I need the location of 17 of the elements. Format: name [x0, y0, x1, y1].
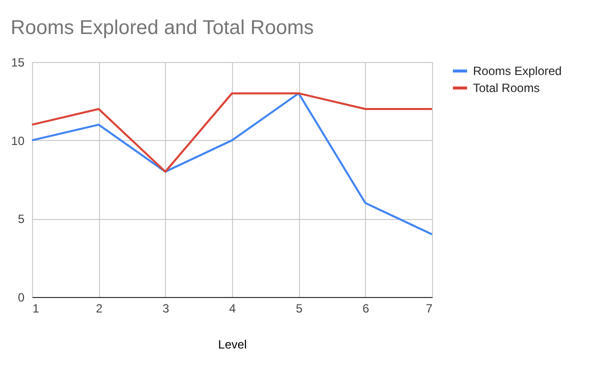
- y-tick-label: 15: [11, 56, 25, 70]
- x-tick-label: 3: [162, 302, 170, 316]
- chart-title: Rooms Explored and Total Rooms: [10, 17, 314, 39]
- line-series: [31, 92, 433, 236]
- legend-label: Total Rooms: [473, 81, 540, 95]
- y-tick-label: 0: [18, 290, 25, 304]
- x-tick-label: 5: [296, 302, 303, 316]
- x-axis-title: Level: [218, 338, 247, 352]
- x-tick-label: 2: [96, 302, 103, 316]
- line-series: [31, 92, 433, 173]
- x-tick-label: 4: [229, 302, 236, 316]
- x-tick-label: 1: [32, 302, 40, 316]
- legend-label: Rooms Explored: [473, 64, 562, 78]
- y-tick-label: 10: [11, 134, 25, 148]
- y-tick-label: 5: [18, 212, 25, 226]
- x-tick-label: 7: [426, 302, 433, 316]
- x-tick-label: 6: [362, 302, 370, 316]
